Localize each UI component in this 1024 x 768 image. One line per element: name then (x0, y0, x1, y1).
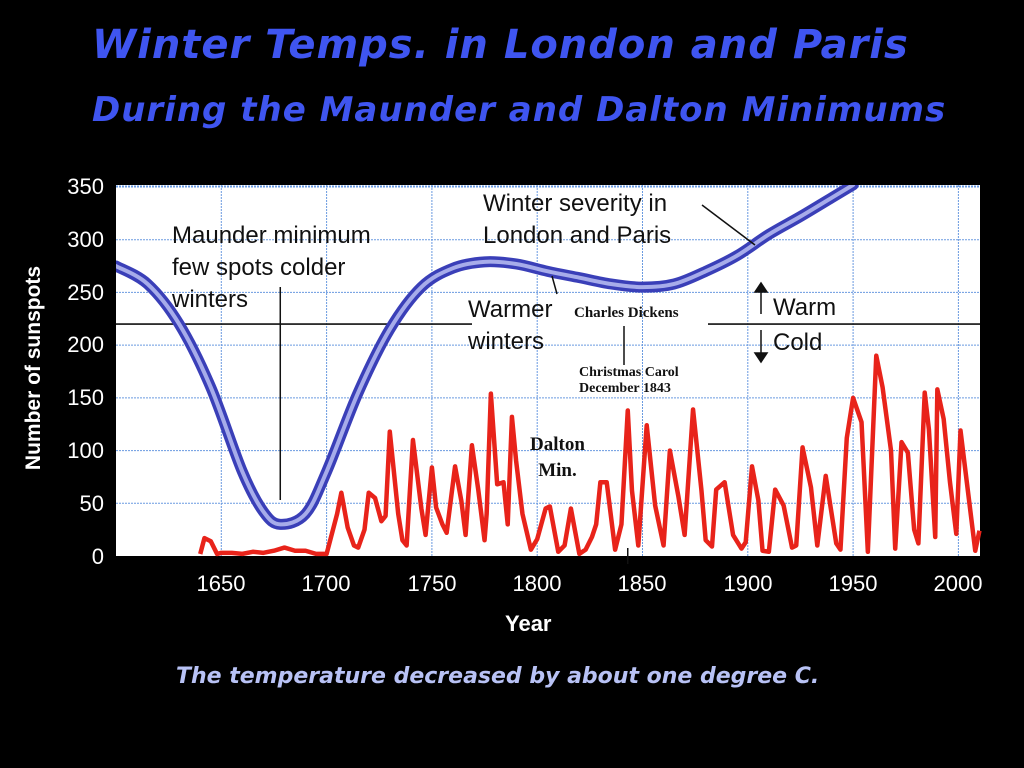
severity-annotation: Winter severity in London and Paris (483, 190, 672, 249)
x-tick: 1950 (828, 571, 878, 596)
y-tick: 0 (91, 544, 104, 569)
slide-title: Winter Temps. in London and Paris (92, 22, 909, 68)
y-tick: 250 (67, 280, 104, 305)
x-tick: 1650 (196, 571, 246, 596)
y-tick: 200 (67, 332, 104, 357)
slide-subtitle: During the Maunder and Dalton Minimums (92, 90, 947, 130)
slide-caption: The temperature decreased by about one d… (176, 664, 820, 689)
x-tick: 1700 (301, 571, 351, 596)
y-tick: 300 (67, 227, 104, 252)
x-tick: 1800 (512, 571, 562, 596)
maunder-annotation: Maunder minimum few spots colder winters (172, 222, 371, 313)
y-tick: 50 (79, 491, 104, 516)
warm-label: Warm (773, 294, 837, 321)
cold-label: Cold (773, 329, 823, 356)
carol-annotation: Christmas Carol December 1843 (579, 365, 679, 396)
dalton-annotation: Dalton Min. (530, 434, 585, 481)
x-tick: 1900 (723, 571, 773, 596)
y-tick: 350 (67, 174, 104, 199)
x-tick: 1750 (407, 571, 457, 596)
y-tick: 150 (67, 385, 104, 410)
x-axis-label: Year (505, 611, 552, 636)
warmer-annotation: Warmer winters (468, 296, 553, 355)
x-tick: 2000 (933, 571, 983, 596)
y-tick: 100 (67, 438, 104, 463)
dickens-annotation: Charles Dickens (574, 305, 679, 321)
x-tick: 1850 (617, 571, 667, 596)
